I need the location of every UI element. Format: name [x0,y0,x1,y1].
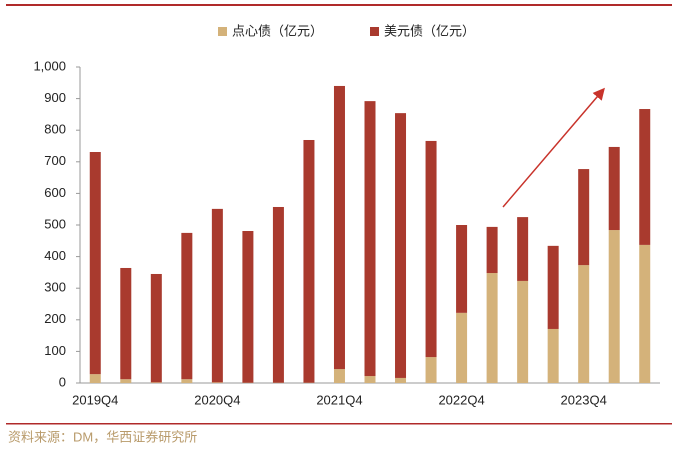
bar-segment [578,169,590,266]
y-tick-label: 1,000 [33,58,66,73]
top-rule [6,4,672,6]
bar-segment [517,280,529,383]
bar-segment [120,379,132,383]
bar-segment [211,208,223,383]
bar-segment [272,206,284,383]
bar-segment [181,232,193,380]
legend-swatch [218,27,227,36]
bar-segment [89,152,101,375]
bar-segment [211,382,223,383]
bar-segment [578,265,590,383]
y-tick-label: 400 [44,248,66,263]
bottom-rule [6,423,672,425]
y-tick-label: 700 [44,153,66,168]
bar-segment [364,101,376,377]
bar-segment [395,113,407,378]
bar-segment [486,226,498,274]
x-tick-label: 2019Q4 [72,392,118,407]
y-tick-label: 200 [44,311,66,326]
bar-segment [150,273,162,383]
legend-swatch [370,27,379,36]
x-tick-label: 2022Q4 [438,392,484,407]
bar-segment [333,369,345,383]
bar-segment [364,376,376,383]
y-tick-label: 300 [44,280,66,295]
source: 资料来源：DM，华西证券研究所 [8,429,197,444]
x-tick-label: 2020Q4 [194,392,240,407]
trend-arrow [502,87,605,208]
y-tick-label: 0 [59,374,66,389]
bar-segment [425,357,437,383]
legend-label: 点心债（亿元） [232,23,323,38]
bar-segment [486,273,498,383]
bar-segment [242,231,254,383]
bar-segment [150,382,162,383]
y-tick-label: 100 [44,343,66,358]
bar-segment [89,374,101,383]
x-tick-label: 2023Q4 [561,392,607,407]
y-tick-label: 900 [44,90,66,105]
bar-segment [333,85,345,370]
bar-segment [120,267,132,380]
bar-segment [425,140,437,358]
bar-segment [456,312,468,383]
bar-segment [395,377,407,383]
bar-segment [639,109,651,245]
bar-segment [303,139,315,383]
bar-segment [517,217,529,281]
y-tick-label: 600 [44,185,66,200]
x-tick-label: 2021Q4 [316,392,362,407]
bar-segment [639,244,651,383]
y-tick-label: 500 [44,216,66,231]
bar-segment [608,146,620,231]
bar-segment [181,379,193,383]
bar-segment [456,225,468,313]
legend-label: 美元债（亿元） [384,23,475,38]
bar-segment [547,328,559,383]
y-tick-label: 800 [44,122,66,137]
bar-segment [547,245,559,329]
bar-segment [608,230,620,383]
